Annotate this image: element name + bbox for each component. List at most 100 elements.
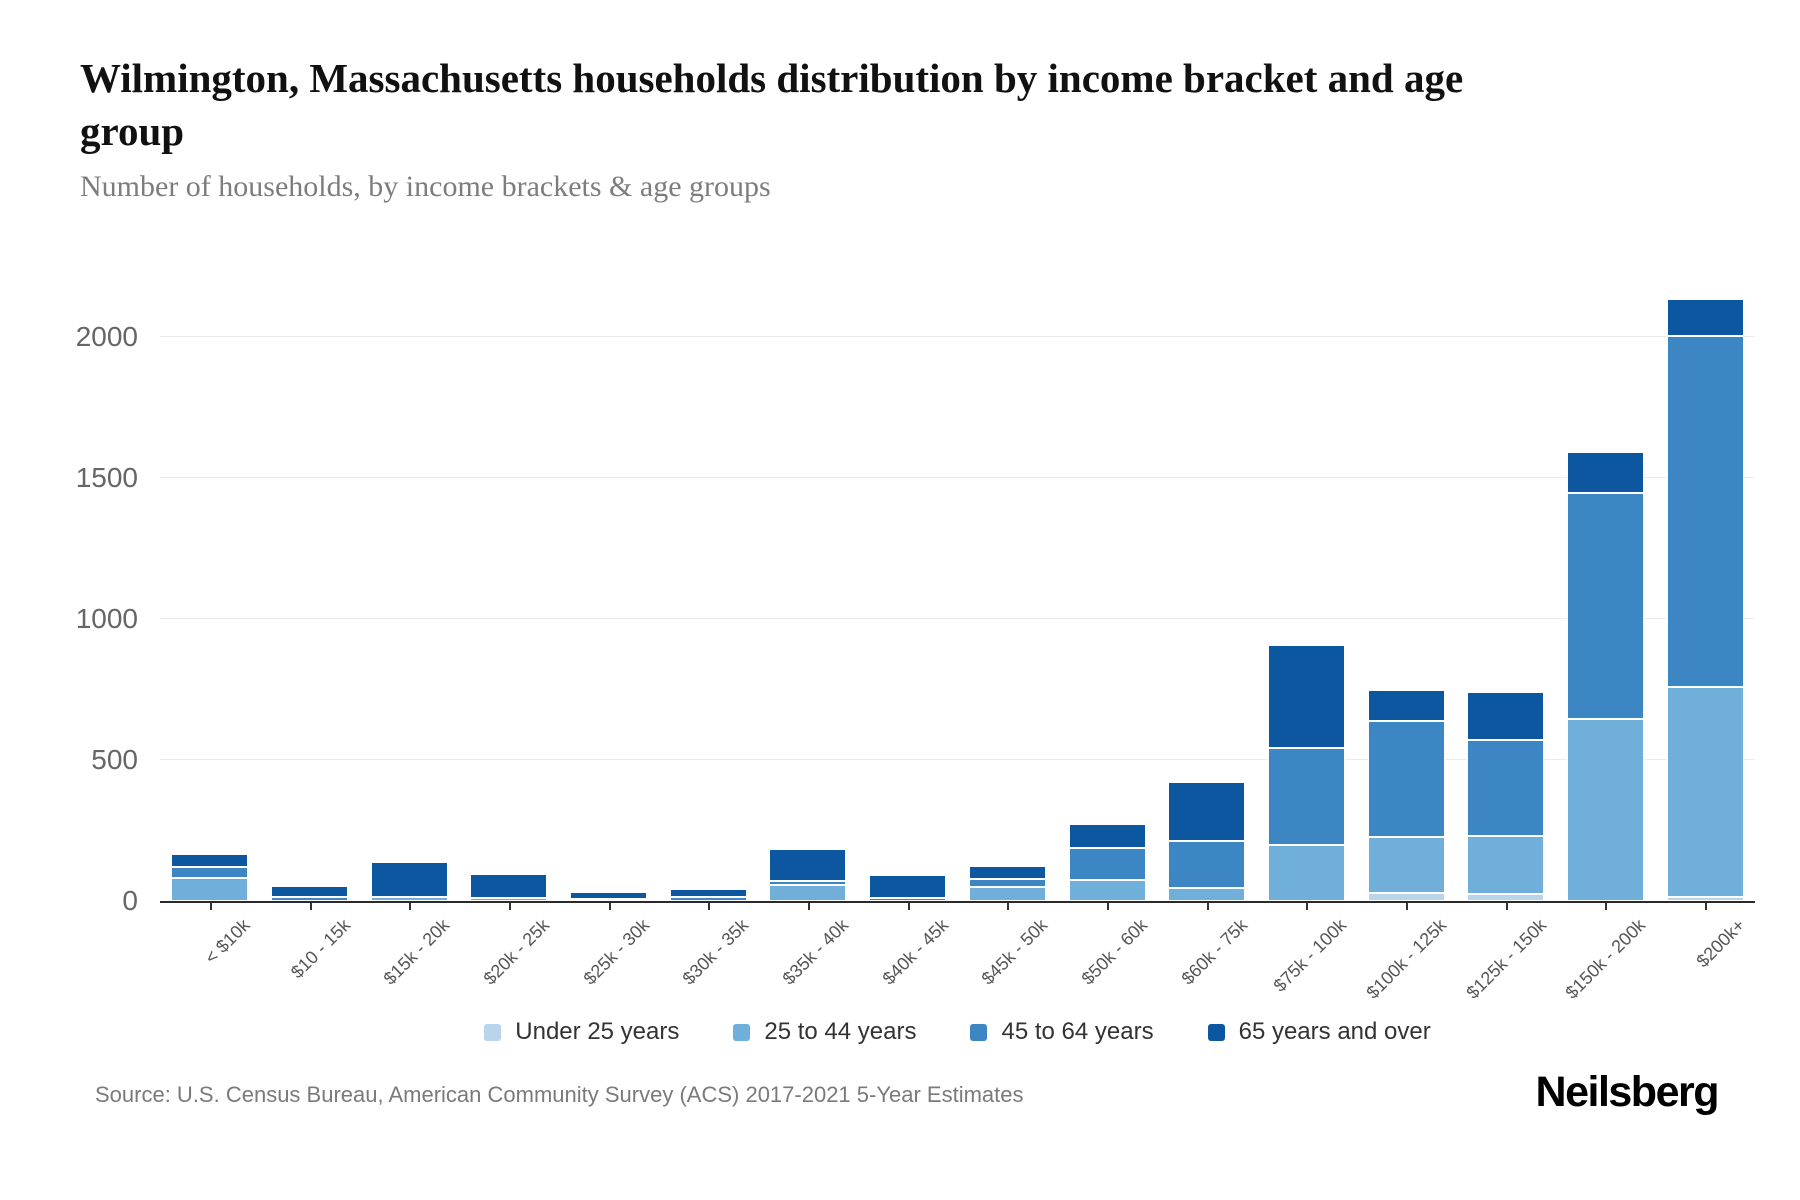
bar-segment [1368, 690, 1445, 721]
x-tick-label: $15k - 20k [379, 915, 454, 989]
x-tick [808, 903, 810, 910]
bar [1069, 824, 1146, 901]
bar-segment [171, 878, 248, 901]
bar-segment [1069, 880, 1146, 901]
x-tick-label: $30k - 35k [678, 915, 753, 989]
legend-item[interactable]: 45 to 64 years [970, 1018, 1154, 1046]
bar-segment [1467, 894, 1544, 901]
bar-segment [1667, 897, 1744, 901]
bar [371, 862, 448, 901]
y-tick-label: 0 [122, 885, 138, 916]
x-tick-label: $10 - 15k [286, 915, 355, 983]
bar-segment [769, 881, 846, 885]
x-tick-label: $25k - 30k [579, 915, 654, 989]
bar-segment [271, 897, 348, 901]
gridline [160, 477, 1755, 478]
bar [1467, 692, 1544, 901]
bar-segment [769, 849, 846, 881]
x-tick [210, 903, 212, 910]
bar-segment [1567, 493, 1644, 719]
bar-segment [1368, 837, 1445, 893]
bar-segment [1567, 719, 1644, 901]
x-tick [509, 903, 511, 910]
bar-segment [969, 866, 1046, 879]
bar-segment [1069, 824, 1146, 848]
x-tick [310, 903, 312, 910]
bar [769, 849, 846, 901]
bar-segment [570, 899, 647, 901]
legend-item[interactable]: 25 to 44 years [733, 1018, 916, 1046]
plot-area: < $10k $10 - 15k $15k - 20k $20k - 25k $25k … [160, 286, 1755, 1003]
y-tick-label: 1000 [75, 603, 138, 634]
bar-segment [1268, 845, 1345, 901]
x-tick-label: $200k+ [1692, 915, 1750, 972]
y-tick-label: 2000 [75, 321, 138, 352]
x-tick [609, 903, 611, 910]
bar-segment [1168, 782, 1245, 841]
x-tick [409, 903, 411, 910]
bar-segment [371, 897, 448, 901]
bar [570, 892, 647, 901]
legend-swatch-icon [733, 1023, 751, 1041]
x-tick-label: $40k - 45k [878, 915, 953, 989]
legend-swatch-icon [970, 1023, 988, 1041]
x-tick-label: $100k - 125k [1362, 915, 1451, 1003]
bar-segment [1268, 748, 1345, 845]
bar-segment [1168, 888, 1245, 901]
legend-item[interactable]: 65 years and over [1207, 1018, 1431, 1046]
bar-segment [1567, 452, 1644, 493]
bar-segment [1368, 893, 1445, 901]
bar-segment [171, 854, 248, 867]
x-tick [1605, 903, 1607, 910]
x-tick [1406, 903, 1408, 910]
bar [969, 866, 1046, 901]
bar-segment [1069, 848, 1146, 880]
x-tick [1007, 903, 1009, 910]
bar-segment [670, 889, 747, 897]
bar [869, 875, 946, 901]
legend-label: 65 years and over [1238, 1018, 1431, 1045]
x-tick-label: $45k - 50k [977, 915, 1052, 989]
legend-label: 45 to 64 years [1001, 1018, 1154, 1045]
x-tick-label: $75k - 100k [1269, 915, 1351, 996]
bar [1368, 690, 1445, 901]
bar-segment [470, 874, 547, 898]
bar-segment [1268, 645, 1345, 748]
bar-segment [1168, 841, 1245, 888]
bar-segment [869, 898, 946, 901]
bar-segment [371, 862, 448, 897]
bar [670, 889, 747, 901]
bar-segment [1467, 740, 1544, 836]
y-tick-label: 500 [91, 744, 138, 775]
bar-segment [1467, 692, 1544, 740]
x-tick-label: $20k - 25k [479, 915, 554, 989]
x-tick [708, 903, 710, 910]
x-tick-label: $60k - 75k [1177, 915, 1252, 989]
bar-segment [969, 879, 1046, 887]
x-tick-label: $125k - 150k [1462, 915, 1551, 1003]
legend: Under 25 years 25 to 44 years 45 to 64 yea… [160, 1018, 1755, 1046]
bar [1268, 645, 1345, 901]
bar-segment [670, 897, 747, 901]
bar [171, 854, 248, 901]
bar-segment [1667, 336, 1744, 687]
x-tick [1107, 903, 1109, 910]
x-tick [1506, 903, 1508, 910]
bar-segment [1467, 836, 1544, 894]
legend-item[interactable]: Under 25 years [484, 1018, 679, 1046]
x-tick-label: $50k - 60k [1077, 915, 1152, 989]
bar-segment [869, 875, 946, 898]
page-subtitle: Number of households, by income brackets… [80, 170, 771, 203]
legend-label: 25 to 44 years [764, 1018, 917, 1045]
bar-segment [1667, 299, 1744, 336]
x-tick [1207, 903, 1209, 910]
y-axis: 0 500 1000 1500 2000 [0, 286, 148, 916]
bar-segment [969, 887, 1046, 901]
bar-segment [271, 886, 348, 897]
bar-segment [570, 892, 647, 899]
y-tick-label: 1500 [75, 462, 138, 493]
x-tick-label: < $10k [201, 915, 255, 968]
x-tick-label: $150k - 200k [1561, 915, 1650, 1003]
neilsberg-logo: Neilsberg [1535, 1068, 1720, 1116]
bar [470, 874, 547, 901]
